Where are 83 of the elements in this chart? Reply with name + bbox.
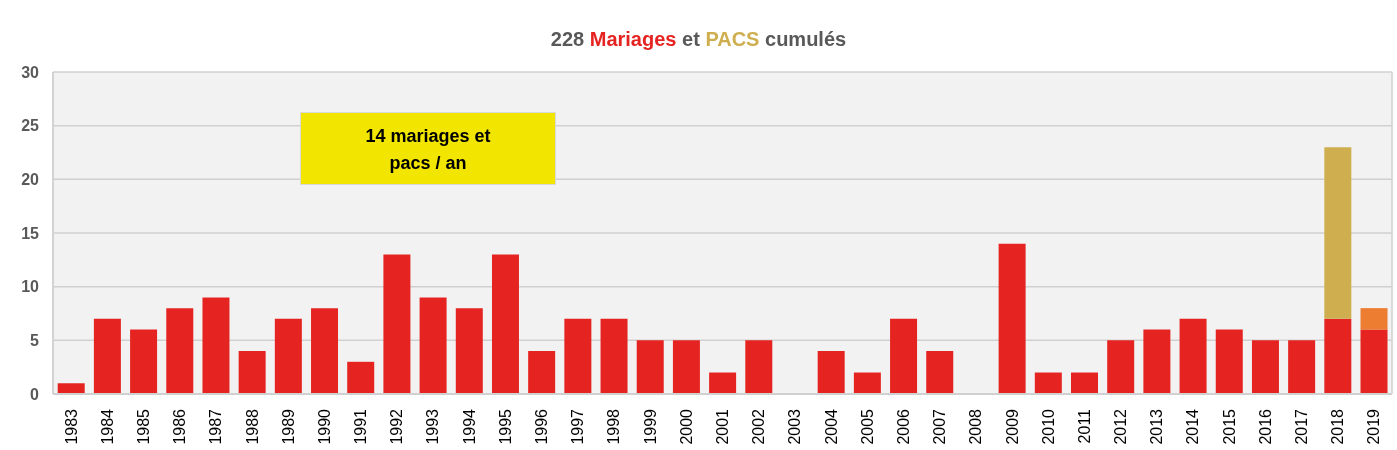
x-tick-label: 1993 bbox=[424, 408, 442, 445]
bar bbox=[1324, 147, 1352, 319]
x-tick-label: 1995 bbox=[496, 408, 514, 445]
bar bbox=[1179, 318, 1207, 394]
chart-title: 228 Mariages et PACS cumulés bbox=[550, 28, 847, 50]
bar bbox=[745, 340, 773, 394]
x-tick-label: 1988 bbox=[243, 408, 261, 445]
x-tick-label: 2002 bbox=[750, 408, 768, 445]
bar bbox=[564, 318, 592, 394]
x-tick-label: 1984 bbox=[98, 408, 116, 445]
bar bbox=[93, 318, 121, 394]
annotation: 14 mariages et pacs / an bbox=[364, 125, 492, 175]
bar bbox=[1360, 329, 1388, 394]
x-tick-label: 1994 bbox=[460, 408, 478, 445]
bar bbox=[1143, 329, 1171, 394]
bar bbox=[709, 372, 737, 394]
x-tick-label: 2017 bbox=[1293, 408, 1311, 445]
bar bbox=[311, 308, 339, 394]
bar bbox=[57, 383, 85, 394]
bar bbox=[600, 318, 628, 394]
bar bbox=[1324, 318, 1352, 394]
bar bbox=[383, 254, 411, 394]
bar bbox=[1071, 372, 1098, 394]
x-tick-label: 2009 bbox=[1003, 408, 1021, 445]
x-tick-label: 2012 bbox=[1112, 408, 1130, 445]
bar bbox=[238, 351, 266, 394]
x-tick-label: 1999 bbox=[641, 408, 659, 445]
bar bbox=[1034, 372, 1062, 394]
x-tick-label: 2004 bbox=[822, 408, 840, 445]
x-tick-label: 1987 bbox=[207, 408, 225, 445]
bar bbox=[1251, 340, 1279, 394]
bar bbox=[1360, 308, 1388, 330]
y-tick-label: 15 bbox=[21, 224, 40, 242]
x-tick-label: 2007 bbox=[931, 408, 949, 445]
bar bbox=[455, 308, 483, 394]
x-tick-label: 1991 bbox=[352, 408, 370, 445]
bar bbox=[166, 308, 194, 394]
x-tick-label: 1997 bbox=[569, 408, 587, 445]
x-tick-label: 2011 bbox=[1075, 408, 1093, 444]
bar bbox=[890, 318, 918, 394]
x-tick-label: 1986 bbox=[171, 408, 189, 445]
bar bbox=[347, 361, 375, 394]
x-tick-label: 2003 bbox=[786, 408, 804, 445]
bar bbox=[672, 340, 700, 394]
x-tick-label: 1996 bbox=[533, 408, 551, 445]
x-tick-label: 2014 bbox=[1184, 408, 1202, 445]
x-tick-label: 1990 bbox=[315, 408, 333, 445]
bar bbox=[998, 243, 1026, 394]
x-tick-label: 2000 bbox=[677, 408, 695, 445]
x-tick-label: 2010 bbox=[1039, 408, 1057, 445]
bar bbox=[1215, 329, 1243, 394]
bar bbox=[130, 329, 158, 394]
bar bbox=[1107, 340, 1135, 394]
y-tick-label: 5 bbox=[30, 332, 40, 350]
x-tick-label: 1992 bbox=[388, 408, 406, 445]
bar bbox=[853, 372, 881, 394]
y-tick-label: 30 bbox=[21, 63, 40, 81]
x-tick-label: 1985 bbox=[134, 408, 152, 445]
bar bbox=[491, 254, 519, 394]
x-tick-label: 1989 bbox=[279, 408, 297, 445]
bar bbox=[817, 351, 845, 394]
bar bbox=[528, 351, 556, 394]
bar bbox=[926, 351, 954, 394]
x-tick-label: 2013 bbox=[1148, 408, 1166, 445]
x-tick-label: 2019 bbox=[1365, 408, 1383, 445]
x-tick-label: 1998 bbox=[605, 408, 623, 445]
x-tick-label: 2001 bbox=[714, 408, 731, 445]
x-tick-label: 2008 bbox=[967, 408, 985, 445]
x-tick-label: 2018 bbox=[1329, 408, 1347, 445]
y-tick-label: 10 bbox=[21, 278, 40, 296]
bar bbox=[419, 297, 447, 394]
x-tick-label: 1983 bbox=[62, 408, 80, 445]
x-tick-label: 2006 bbox=[894, 408, 912, 445]
x-tick-label: 2015 bbox=[1220, 408, 1238, 445]
y-tick-label: 0 bbox=[30, 385, 40, 403]
bar bbox=[1288, 340, 1316, 394]
y-tick-label: 20 bbox=[21, 171, 40, 189]
y-tick-label: 25 bbox=[21, 117, 40, 135]
x-tick-label: 2005 bbox=[858, 408, 876, 445]
bar bbox=[274, 318, 302, 394]
x-tick-label: 2016 bbox=[1256, 408, 1274, 445]
bar bbox=[636, 340, 664, 394]
bar bbox=[202, 297, 230, 394]
